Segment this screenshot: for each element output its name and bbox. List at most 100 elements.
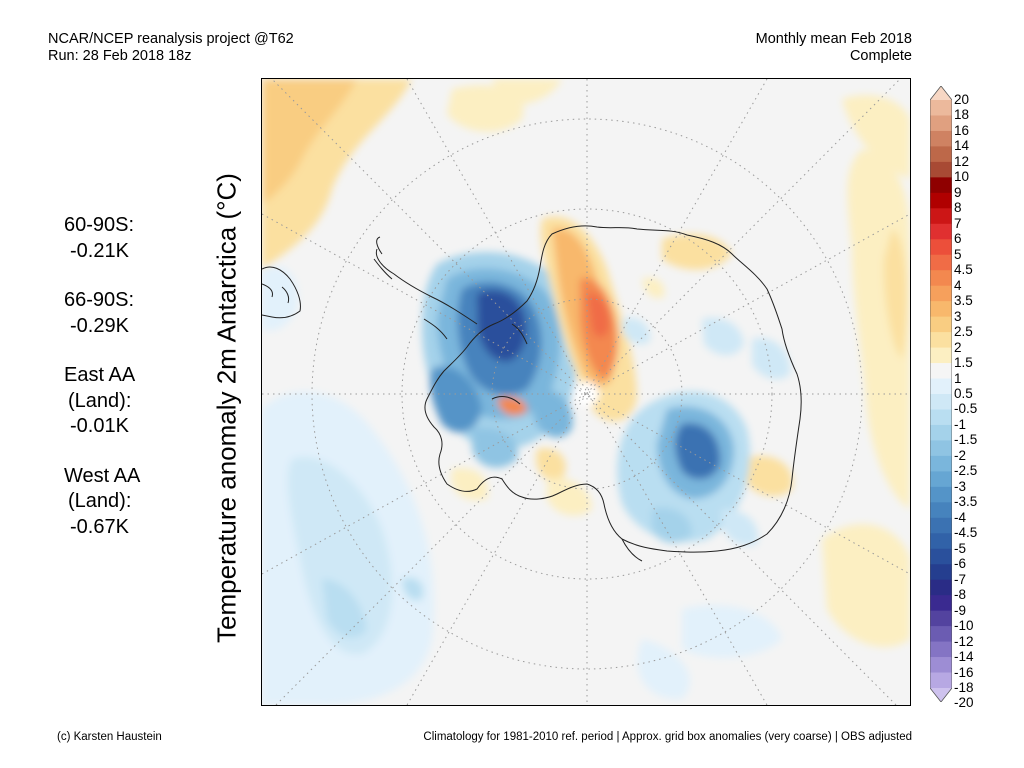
colorbar-label: -5 bbox=[954, 540, 967, 556]
stat-label-sub: (Land): bbox=[68, 389, 132, 412]
stat-label-sub: (Land): bbox=[68, 490, 132, 512]
colorbar-swatch bbox=[930, 533, 952, 550]
vertical-title: Temperature anomaly 2m Antarctica (°C) bbox=[211, 173, 242, 643]
colorbar-swatch bbox=[930, 455, 952, 472]
stat-value: -0.01K bbox=[70, 415, 129, 437]
colorbar-label: -2 bbox=[954, 447, 967, 463]
stat-label: West AA bbox=[64, 464, 141, 487]
map-canvas bbox=[262, 79, 910, 705]
colorbar bbox=[930, 86, 952, 702]
colorbar-label: 8 bbox=[954, 200, 962, 216]
colorbar-swatch bbox=[930, 672, 952, 689]
stat-60-90s: 60-90S: -0.21K bbox=[64, 213, 140, 264]
colorbar-swatch bbox=[930, 440, 952, 457]
colorbar-label: -4 bbox=[954, 509, 967, 525]
colorbar-label: -0.5 bbox=[954, 401, 978, 417]
stat-west-aa: West AA (Land): -0.67K bbox=[64, 464, 140, 541]
stat-value: -0.29K bbox=[70, 314, 129, 337]
colorbar-label: 1.5 bbox=[954, 355, 973, 371]
colorbar-label: -12 bbox=[954, 633, 974, 649]
header-left: NCAR/NCEP reanalysis project @T62 Run: 2… bbox=[48, 31, 294, 65]
colorbar-swatch bbox=[930, 254, 952, 271]
colorbar-swatch bbox=[930, 100, 952, 116]
colorbar-label: 20 bbox=[954, 92, 970, 107]
colorbar-swatch bbox=[930, 115, 952, 132]
colorbar-label: -16 bbox=[954, 664, 974, 680]
method-note: Climatology for 1981-2010 ref. period | … bbox=[423, 731, 912, 743]
colorbar-label: -8 bbox=[954, 587, 967, 603]
anomaly-map bbox=[261, 78, 911, 706]
colorbar-label: -18 bbox=[954, 680, 974, 695]
colorbar-swatch bbox=[930, 641, 952, 658]
colorbar-swatch bbox=[930, 486, 952, 503]
model-title: NCAR/NCEP reanalysis project @T62 bbox=[48, 31, 294, 47]
colorbar-segments bbox=[930, 86, 952, 702]
colorbar-label: 2 bbox=[954, 339, 962, 355]
colorbar-label: 3.5 bbox=[954, 293, 973, 309]
colorbar-label: -14 bbox=[954, 649, 974, 665]
region-stats: 60-90S: -0.21K 66-90S: -0.29K East AA (L… bbox=[64, 213, 140, 564]
colorbar-swatch bbox=[930, 424, 952, 441]
colorbar-swatch bbox=[930, 517, 952, 534]
colorbar-swatch bbox=[930, 502, 952, 519]
colorbar-label: -1.5 bbox=[954, 432, 978, 448]
colorbar-label: -3.5 bbox=[954, 494, 978, 510]
colorbar-swatch bbox=[930, 285, 952, 302]
header-right: Monthly mean Feb 2018 Complete bbox=[756, 31, 912, 65]
colorbar-label: 5 bbox=[954, 246, 962, 262]
colorbar-label: -2.5 bbox=[954, 463, 978, 479]
colorbar-label: 7 bbox=[954, 215, 962, 231]
stat-east-aa: East AA (Land): -0.01K bbox=[64, 363, 140, 440]
graticule bbox=[262, 79, 910, 705]
colorbar-label: -10 bbox=[954, 618, 974, 634]
colorbar-label: 18 bbox=[954, 107, 970, 123]
colorbar-swatch bbox=[930, 301, 952, 318]
stat-label: East AA bbox=[64, 364, 136, 386]
colorbar-swatch bbox=[930, 363, 952, 380]
colorbar-label: 6 bbox=[954, 231, 962, 247]
colorbar-swatch bbox=[930, 626, 952, 643]
stat-value: -0.21K bbox=[70, 239, 129, 262]
colorbar-label: 9 bbox=[954, 184, 962, 200]
colorbar-swatch bbox=[930, 161, 952, 178]
colorbar-swatch bbox=[930, 610, 952, 627]
stat-66-90s: 66-90S: -0.29K bbox=[64, 288, 140, 339]
colorbar-label: 4 bbox=[954, 277, 962, 293]
period-title: Monthly mean Feb 2018 bbox=[755, 31, 912, 47]
colorbar-label: 10 bbox=[954, 169, 970, 185]
colorbar-label: 3 bbox=[954, 308, 962, 324]
colorbar-label: 1 bbox=[954, 370, 962, 386]
stat-label: 66-90S: bbox=[64, 289, 135, 311]
colorbar-label: 2.5 bbox=[954, 324, 973, 340]
colorbar-swatch bbox=[930, 378, 952, 395]
colorbar-swatch bbox=[930, 579, 952, 596]
colorbar-label: 16 bbox=[954, 122, 970, 138]
colorbar-label: 14 bbox=[954, 138, 970, 154]
coastline bbox=[373, 225, 802, 562]
colorbar-swatch bbox=[930, 688, 952, 702]
colorbar-label: -3 bbox=[954, 478, 967, 494]
colorbar-swatch bbox=[930, 409, 952, 426]
colorbar-label: -7 bbox=[954, 571, 967, 587]
colorbar-label: 4.5 bbox=[954, 262, 973, 278]
colorbar-label: -20 bbox=[954, 695, 974, 711]
colorbar-swatch bbox=[930, 471, 952, 488]
colorbar-swatch bbox=[930, 223, 952, 240]
colorbar-swatch bbox=[930, 564, 952, 581]
stat-label: 60-90S: bbox=[64, 214, 135, 236]
colorbar-swatch bbox=[930, 192, 952, 209]
completeness-status: Complete bbox=[849, 48, 912, 64]
colorbar-swatch bbox=[930, 332, 952, 349]
colorbar-swatch bbox=[930, 177, 952, 194]
colorbar-swatch bbox=[930, 548, 952, 565]
colorbar-label: 12 bbox=[954, 153, 970, 169]
colorbar-swatch bbox=[930, 595, 952, 612]
anomaly-field bbox=[262, 79, 910, 705]
colorbar-swatch bbox=[930, 130, 952, 147]
south-america-coast bbox=[262, 266, 301, 319]
colorbar-label: -1 bbox=[954, 416, 967, 432]
stat-value: -0.67K bbox=[70, 515, 129, 538]
colorbar-label: -6 bbox=[954, 556, 967, 572]
colorbar-swatch bbox=[930, 316, 952, 333]
run-time: Run: 28 Feb 2018 18z bbox=[48, 48, 192, 64]
